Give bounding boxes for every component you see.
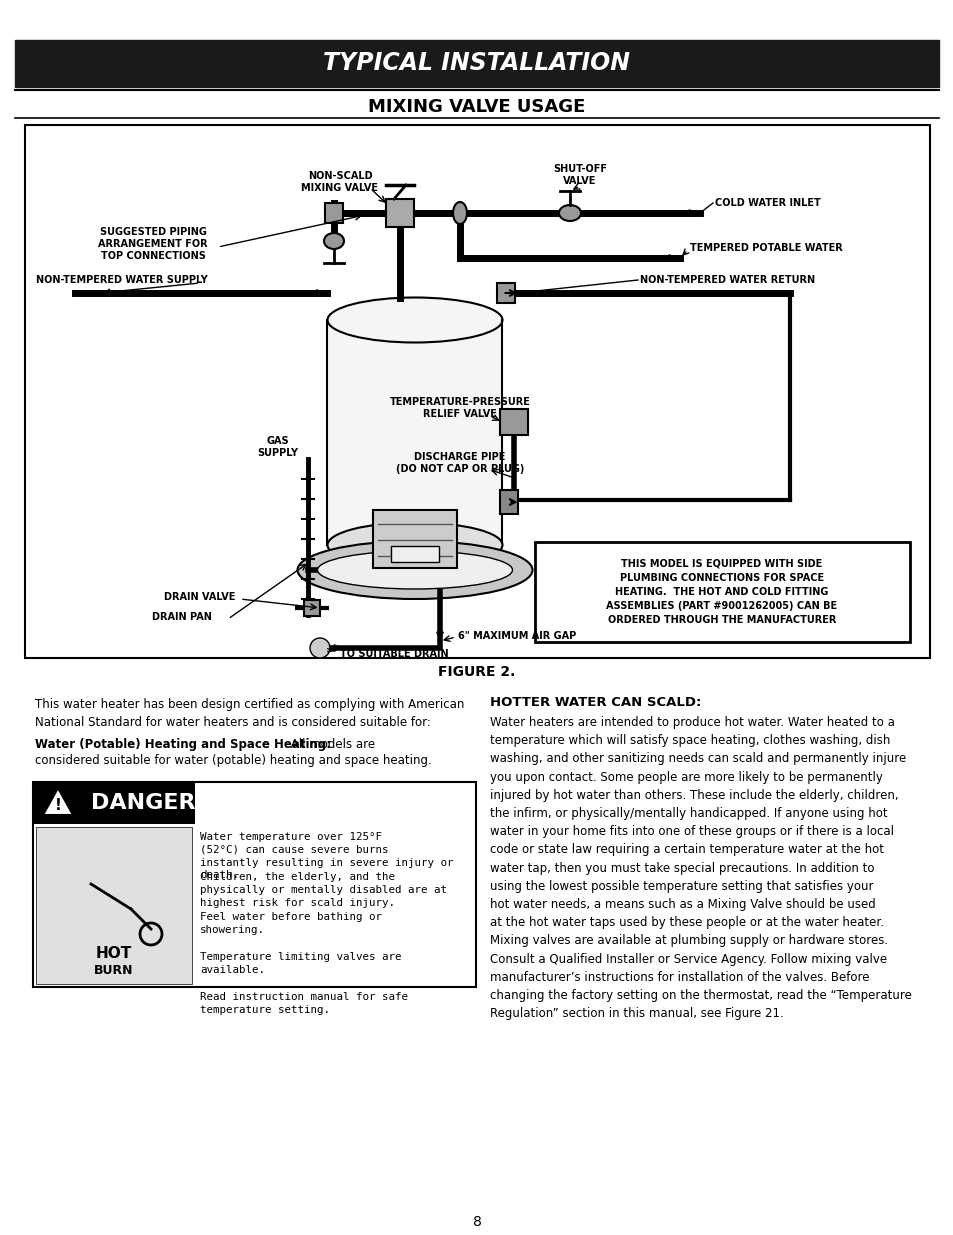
Text: THIS MODEL IS EQUIPPED WITH SIDE
PLUMBING CONNECTIONS FOR SPACE
HEATING.  THE HO: THIS MODEL IS EQUIPPED WITH SIDE PLUMBIN…: [606, 559, 837, 625]
Ellipse shape: [297, 541, 532, 599]
Text: This water heater has been design certified as complying with American
National : This water heater has been design certif…: [35, 698, 464, 729]
Text: TO SUITABLE DRAIN: TO SUITABLE DRAIN: [339, 650, 448, 659]
Text: DANGER: DANGER: [91, 793, 195, 813]
Bar: [535, 542, 909, 642]
Text: TEMPERATURE-PRESSURE
RELIEF VALVE: TEMPERATURE-PRESSURE RELIEF VALVE: [389, 396, 530, 419]
Bar: [25, 125, 929, 658]
Bar: [33, 782, 194, 824]
Bar: [327, 320, 502, 545]
Text: NON-TEMPERED WATER RETURN: NON-TEMPERED WATER RETURN: [639, 275, 814, 285]
Text: HOTTER WATER CAN SCALD:: HOTTER WATER CAN SCALD:: [490, 697, 700, 709]
Ellipse shape: [558, 205, 580, 221]
Text: DRAIN PAN: DRAIN PAN: [152, 613, 212, 622]
Ellipse shape: [453, 203, 467, 224]
Text: Water (Potable) Heating and Space Heating:: Water (Potable) Heating and Space Heatin…: [35, 739, 331, 751]
Text: !: !: [54, 798, 61, 813]
Text: Temperature limiting valves are
available.: Temperature limiting valves are availabl…: [200, 952, 401, 974]
Bar: [36, 827, 192, 984]
Bar: [386, 199, 414, 227]
Text: MIXING VALVE USAGE: MIXING VALVE USAGE: [368, 98, 585, 116]
Ellipse shape: [310, 638, 330, 658]
Text: FIGURE 2.: FIGURE 2.: [437, 664, 516, 679]
Text: All models are: All models are: [287, 739, 375, 751]
Ellipse shape: [327, 298, 502, 342]
Text: GAS
SUPPLY: GAS SUPPLY: [257, 436, 298, 458]
Ellipse shape: [317, 551, 512, 589]
Text: COLD WATER INLET: COLD WATER INLET: [714, 198, 820, 207]
Text: SHUT-OFF
VALVE: SHUT-OFF VALVE: [553, 164, 606, 186]
Text: Water temperature over 125°F
(52°C) can cause severe burns
instantly resulting i: Water temperature over 125°F (52°C) can …: [200, 832, 453, 881]
Text: Feel water before bathing or
showering.: Feel water before bathing or showering.: [200, 911, 381, 935]
Ellipse shape: [324, 233, 344, 249]
Text: NON-TEMPERED WATER SUPPLY: NON-TEMPERED WATER SUPPLY: [36, 275, 208, 285]
Bar: [304, 600, 320, 616]
Bar: [33, 782, 476, 987]
Text: BURN: BURN: [94, 965, 133, 977]
Bar: [497, 283, 515, 303]
Text: Read instruction manual for safe
temperature setting.: Read instruction manual for safe tempera…: [200, 992, 408, 1015]
Bar: [500, 409, 528, 435]
Text: DISCHARGE PIPE
(DO NOT CAP OR PLUG): DISCHARGE PIPE (DO NOT CAP OR PLUG): [395, 452, 523, 474]
Bar: [373, 510, 456, 568]
Text: DRAIN VALVE: DRAIN VALVE: [164, 592, 235, 601]
Bar: [500, 490, 518, 514]
Text: TYPICAL INSTALLATION: TYPICAL INSTALLATION: [323, 51, 630, 75]
Text: 6" MAXIMUM AIR GAP: 6" MAXIMUM AIR GAP: [457, 631, 576, 641]
Text: SUGGESTED PIPING
ARRANGEMENT FOR
TOP CONNECTIONS: SUGGESTED PIPING ARRANGEMENT FOR TOP CON…: [98, 226, 208, 262]
Bar: [391, 546, 438, 562]
Text: 8: 8: [472, 1215, 481, 1229]
Text: Water heaters are intended to produce hot water. Water heated to a
temperature w: Water heaters are intended to produce ho…: [490, 716, 911, 1020]
Text: NON-SCALD
MIXING VALVE: NON-SCALD MIXING VALVE: [301, 170, 378, 193]
Bar: [325, 203, 343, 224]
Text: Children, the elderly, and the
physically or mentally disabled are at
highest ri: Children, the elderly, and the physicall…: [200, 872, 447, 908]
Text: HOT: HOT: [95, 946, 132, 962]
Text: TEMPERED POTABLE WATER: TEMPERED POTABLE WATER: [689, 243, 841, 253]
Text: considered suitable for water (potable) heating and space heating.: considered suitable for water (potable) …: [35, 755, 432, 767]
Bar: [15, 40, 938, 86]
Polygon shape: [43, 788, 73, 815]
Ellipse shape: [327, 522, 502, 568]
